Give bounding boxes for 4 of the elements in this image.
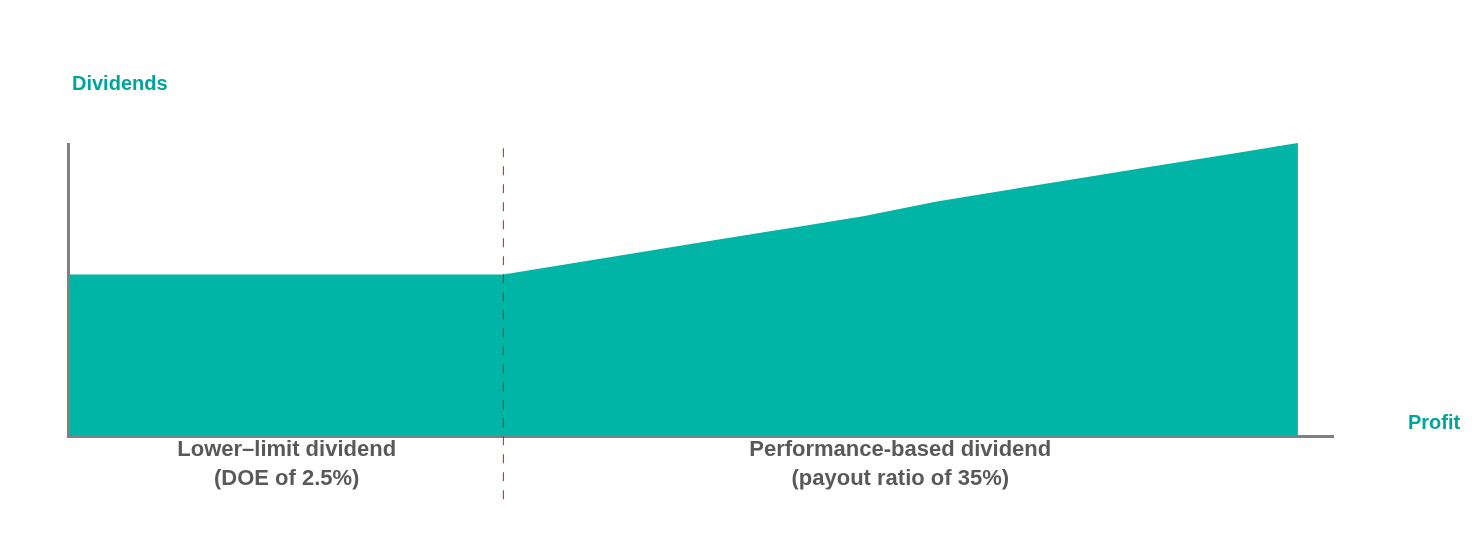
x-axis-title: Profit: [1408, 411, 1461, 433]
y-axis-title: Dividends: [72, 72, 168, 94]
text: Performance-based dividend (payout ratio of 35%): [749, 436, 1052, 490]
text: Lower–limit dividend (DOE of 2.5%): [177, 436, 397, 490]
